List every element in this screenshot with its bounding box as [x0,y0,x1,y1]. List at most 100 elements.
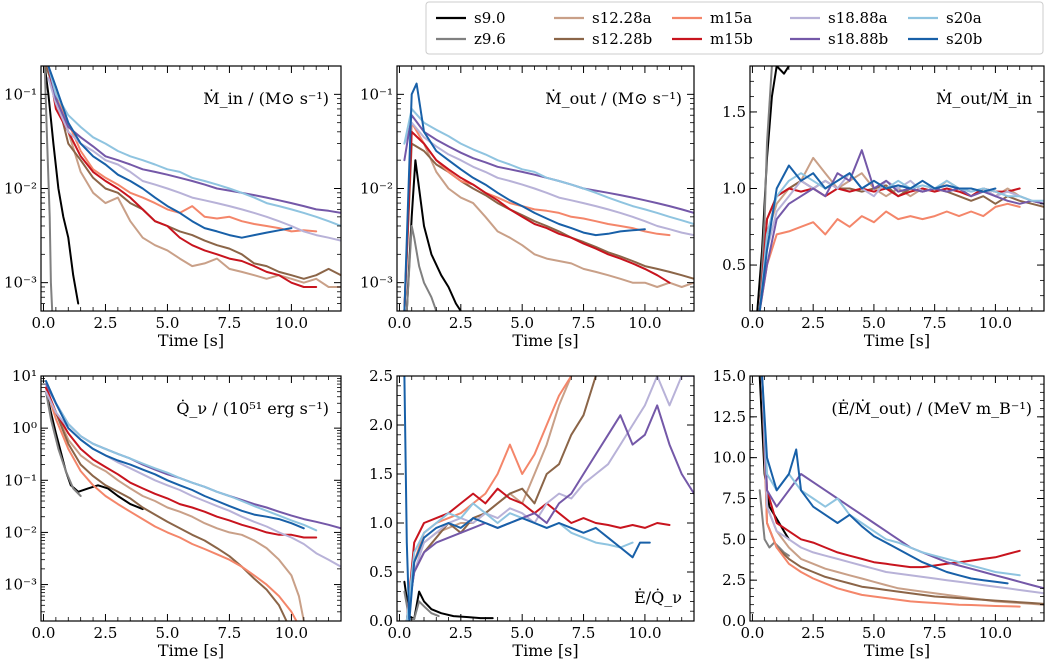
y-tick-label: 10⁻¹ [4,85,37,103]
panel-e-over-mout: 0.0 2.5 5.0 7.5 10.0 0.0 2.5 5.0 7.5 10.0 12.5 15.0… [713,367,1045,660]
x-tick-label: 10.0 [275,314,308,332]
series-line-s12.28b [45,386,288,621]
series-line-s9.0 [43,66,80,305]
legend-label: s18.88a [828,9,888,27]
series-line-s12.28b [761,376,1044,605]
series-line-z9.6 [405,225,438,311]
series-line-s20a [45,380,318,532]
series-line-m15b [47,66,318,288]
x-tick-label: 10.0 [275,624,308,642]
series-line-s12.28b [758,179,1044,311]
series-line-s18.88a [403,121,694,237]
legend-label: z9.6 [474,30,506,48]
x-tick-label: 5.0 [510,314,534,332]
panel-title: Ė/Q̇_ν [634,587,682,607]
series-line-s12.28a [45,386,305,621]
panel-q-nu: 0.0 2.5 5.0 7.5 10.0 10⁻³ 10⁻² 10⁻¹ 10⁰ 10¹ Time [… [4,367,342,660]
panel-title: (Ė/Ṁ_out) / (MeV m_B⁻¹) [831,398,1032,418]
series-line-s20b [47,66,293,239]
x-tick-label: 10.0 [628,314,661,332]
x-axis-label: Time [s] [864,331,930,350]
x-tick-label: 2.5 [449,624,473,642]
x-tick-label: 7.5 [923,624,947,642]
series-line-s20a [405,502,634,621]
x-tick-label: 5.0 [862,624,886,642]
y-tick-label: 12.5 [713,408,746,426]
series-line-m15a [45,386,298,621]
y-tick-label: 10⁻² [4,523,37,541]
x-axis-label: Time [s] [512,641,578,660]
legend-label: s12.28a [592,9,652,27]
series-line-m15a [403,121,671,311]
series-line-m15b [758,187,1021,311]
x-tick-label: 7.5 [572,624,596,642]
series-line-z9.6 [43,66,54,311]
x-tick-label: 2.5 [94,624,118,642]
y-tick-label: 10⁻¹ [4,471,37,489]
x-axis-label: Time [s] [158,331,224,350]
x-tick-label: 5.0 [156,624,180,642]
panel-title: Ṁ_out/Ṁ_in [936,88,1032,108]
y-tick-label: 10⁻³ [4,274,37,292]
y-tick-label: 10⁻² [360,180,393,198]
y-tick-label: 2.0 [369,416,393,434]
y-tick-label: 1.0 [369,514,393,532]
x-tick-label: 2.5 [94,314,118,332]
x-tick-label: 10.0 [979,314,1012,332]
legend-label: s12.28b [592,30,652,48]
y-tick-label: 10¹ [12,367,37,385]
y-tick-label: 5.0 [722,530,746,548]
series-group [403,82,694,311]
series-line-s18.88a [761,376,1044,595]
x-tick-label: 5.0 [862,314,886,332]
x-tick-label: 5.0 [156,314,180,332]
legend-label: s9.0 [474,9,506,27]
series-line-s18.88a [405,376,694,621]
legend: s9.0 z9.6 s12.28a s12.28b m15a m15b s18.88a s18… [425,1,1044,55]
series-line-s18.88b [761,376,1044,590]
series-line-s12.28b [45,66,341,280]
x-tick-label: 5.0 [510,624,534,642]
panel-e-over-q: 0.0 2.5 5.0 7.5 10.0 0.0 0.5 1.0 1.5 2.0 2.5 Time [… [369,367,695,660]
legend-label: s20b [946,30,982,48]
series-line-s18.88b [405,404,694,621]
legend-label: s18.88b [828,30,888,48]
y-tick-label: 0.0 [722,612,746,630]
legend-label: m15a [710,9,752,27]
y-tick-label: 0.0 [369,612,393,630]
x-tick-label: 7.5 [218,314,242,332]
panel-mdot-out: 0.0 2.5 5.0 7.5 10.0 10⁻³ 10⁻² 10⁻¹ Time [s] Ṁ_ou… [360,65,695,350]
series-line-s18.88b [403,114,694,214]
series-line-s12.28a [45,66,341,288]
x-tick-label: 0.0 [388,314,412,332]
series-line-z9.6 [758,66,773,311]
series-line-s20a [761,376,1021,577]
x-axis-label: Time [s] [158,641,224,660]
plot-frame [396,375,695,622]
series-line-s18.88a [47,76,341,242]
panel-title: Ṁ_out / (M⊙ s⁻¹) [545,88,682,108]
series-line-s20b [758,164,997,311]
series-group [758,376,1044,608]
y-tick-label: 10⁰ [12,419,37,437]
y-tick-label: 10.0 [713,449,746,467]
series-line-s9.0 [403,580,494,620]
series-group [403,376,694,621]
series-line-s20b [403,376,651,621]
y-tick-label: 1.5 [369,465,393,483]
panel-title: Ṁ_in / (M⊙ s⁻¹) [203,88,329,108]
series-line-m15b [45,386,318,539]
x-tick-label: 7.5 [572,314,596,332]
legend-label: m15b [710,30,753,48]
x-axis-label: Time [s] [512,331,578,350]
series-line-s20b [45,380,305,530]
series-line-m15a [761,376,1021,608]
y-tick-label: 10⁻² [4,180,37,198]
series-group [43,66,341,311]
y-tick-label: 7.5 [722,490,746,508]
y-tick-label: 2.5 [369,367,393,385]
y-tick-label: 10⁻³ [4,576,37,594]
series-line-s9.0 [45,390,144,511]
series-line-s18.88b [47,66,341,214]
